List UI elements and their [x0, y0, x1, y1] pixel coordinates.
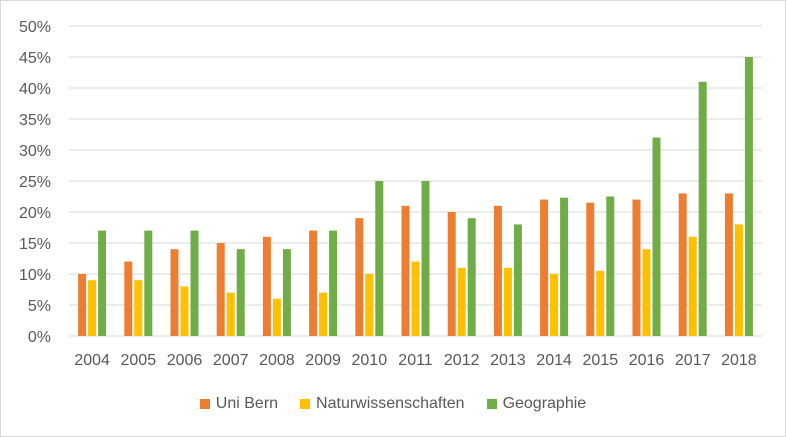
- bar-uni-bern-2006: [170, 249, 179, 336]
- bar-geographie-2009: [329, 230, 338, 336]
- bar-naturwissenschaften-2014: [550, 274, 559, 336]
- x-tick-label: 2008: [259, 352, 295, 369]
- bar-uni-bern-2018: [724, 193, 733, 336]
- y-tick-label: 5%: [28, 298, 51, 315]
- bar-geographie-2010: [375, 181, 384, 336]
- bar-uni-bern-2014: [540, 199, 549, 336]
- legend-swatch: [486, 399, 497, 409]
- bar-uni-bern-2012: [447, 212, 456, 336]
- x-tick-label: 2004: [74, 352, 110, 369]
- y-tick-label: 20%: [19, 205, 51, 222]
- legend: Uni Bern Naturwissenschaften Geographie: [1, 395, 785, 413]
- legend-item-naturwissenschaften: Naturwissenschaften: [300, 395, 465, 413]
- x-tick-label: 2016: [629, 352, 665, 369]
- y-tick-label: 45%: [19, 50, 51, 67]
- bar-geographie-2006: [190, 230, 199, 336]
- bar-geographie-2013: [513, 224, 522, 336]
- x-tick-label: 2015: [583, 352, 619, 369]
- bar-uni-bern-2013: [493, 205, 502, 336]
- bar-geographie-2017: [698, 81, 707, 336]
- legend-item-uni-bern: Uni Bern: [199, 395, 279, 413]
- legend-label: Uni Bern: [215, 395, 279, 412]
- y-tick-label: 50%: [19, 19, 51, 36]
- bar-naturwissenschaften-2007: [226, 292, 235, 336]
- bar-naturwissenschaften-2008: [272, 298, 281, 336]
- bar-geographie-2012: [467, 218, 476, 336]
- y-tick-label: 40%: [19, 81, 51, 98]
- y-tick-label: 25%: [19, 174, 51, 191]
- bar-geographie-2004: [98, 230, 107, 336]
- bar-uni-bern-2015: [586, 202, 595, 336]
- bar-naturwissenschaften-2006: [180, 286, 189, 336]
- y-tick-label: 30%: [19, 143, 51, 160]
- x-tick-label: 2005: [121, 352, 157, 369]
- bar-naturwissenschaften-2004: [88, 280, 97, 336]
- bar-uni-bern-2010: [355, 218, 364, 336]
- bar-geographie-2014: [560, 197, 569, 336]
- bar-geographie-2016: [652, 137, 661, 336]
- legend-item-geographie: Geographie: [486, 395, 587, 413]
- plot-area: 0% 5% 10% 15% 20% 25% 30% 35% 40% 45% 50% 2004 2005 2…: [19, 19, 762, 369]
- bar-naturwissenschaften-2018: [734, 224, 743, 336]
- bar-naturwissenschaften-2016: [642, 249, 651, 336]
- bar-geographie-2005: [144, 230, 153, 336]
- bar-naturwissenschaften-2013: [503, 267, 512, 336]
- bar-uni-bern-2007: [216, 243, 225, 336]
- bar-uni-bern-2004: [78, 274, 87, 336]
- x-tick-label: 2012: [444, 352, 480, 369]
- x-tick-label: 2007: [213, 352, 249, 369]
- x-tick-label: 2009: [305, 352, 341, 369]
- x-tick-label: 2010: [352, 352, 388, 369]
- bar-naturwissenschaften-2010: [365, 274, 374, 336]
- y-tick-label: 15%: [19, 236, 51, 253]
- x-tick-label: 2018: [721, 352, 757, 369]
- x-tick-label: 2017: [675, 352, 711, 369]
- bar-uni-bern-2008: [262, 236, 271, 336]
- bar-uni-bern-2005: [124, 261, 133, 336]
- x-tick-label: 2011: [398, 352, 433, 369]
- legend-label: Geographie: [502, 395, 587, 412]
- legend-swatch: [300, 399, 311, 409]
- y-tick-label: 35%: [19, 112, 51, 129]
- bar-naturwissenschaften-2015: [596, 270, 605, 336]
- bar-geographie-2011: [421, 181, 430, 336]
- y-tick-label: 10%: [19, 267, 51, 284]
- bar-naturwissenschaften-2009: [319, 292, 328, 336]
- x-tick-label: 2006: [167, 352, 203, 369]
- legend-swatch: [199, 399, 210, 409]
- bar-uni-bern-2011: [401, 205, 410, 336]
- x-tick-label: 2014: [536, 352, 572, 369]
- bar-geographie-2008: [282, 249, 291, 336]
- bar-uni-bern-2009: [309, 230, 318, 336]
- bar-naturwissenschaften-2005: [134, 280, 143, 336]
- bar-geographie-2015: [606, 196, 615, 336]
- legend-label: Naturwissenschaften: [316, 395, 465, 412]
- y-tick-label: 0%: [28, 329, 51, 346]
- bar-naturwissenschaften-2012: [457, 267, 466, 336]
- bar-uni-bern-2017: [678, 193, 687, 336]
- bar-geographie-2007: [236, 249, 245, 336]
- x-tick-label: 2013: [490, 352, 526, 369]
- bar-naturwissenschaften-2011: [411, 261, 420, 336]
- bar-uni-bern-2016: [632, 199, 641, 336]
- bar-geographie-2018: [744, 57, 753, 336]
- bar-naturwissenschaften-2017: [688, 236, 697, 336]
